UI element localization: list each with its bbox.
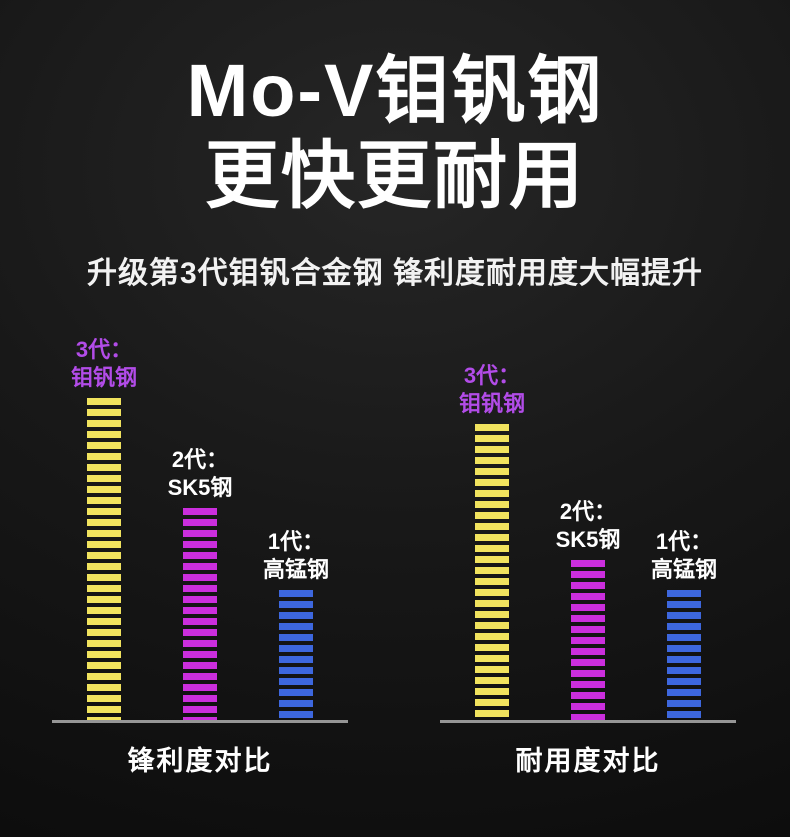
bar-label-line1: 1代：	[267, 529, 325, 554]
bar-label-gen2: 2代： SK5钢	[556, 498, 621, 553]
chart-caption-durability: 耐用度对比	[515, 746, 661, 776]
bar-gen3	[475, 424, 509, 723]
title-line-1: Mo-V钼钒钢	[186, 49, 604, 132]
bar-label-gen3: 3代： 钼钒钢	[71, 336, 137, 391]
bar-group-gen3: 3代： 钼钒钢	[58, 336, 150, 723]
header: Mo-V钼钒钢 更快更耐用 升级第3代钼钒合金钢 锋利度耐用度大幅提升	[0, 48, 790, 292]
bar-gen1	[279, 590, 313, 723]
sharpness-chart: 3代： 钼钒钢 2代： SK5钢 1代： 高锰钢 锋	[52, 337, 348, 776]
chart-baseline	[52, 720, 348, 723]
chart-baseline	[440, 720, 736, 723]
bar-label-line2: 高锰钢	[650, 556, 717, 582]
bar-gen2	[183, 508, 217, 723]
sharpness-plot: 3代： 钼钒钢 2代： SK5钢 1代： 高锰钢	[52, 337, 348, 723]
subtitle: 升级第3代钼钒合金钢 锋利度耐用度大幅提升	[86, 257, 704, 291]
title-line-2: 更快更耐用	[205, 134, 585, 218]
chart-caption-sharpness: 锋利度对比	[127, 746, 273, 776]
bar-label-line1: 1代：	[655, 529, 713, 554]
bar-label-line2: 钼钒钢	[70, 364, 137, 390]
bar-label-line1: 2代：	[171, 447, 229, 472]
bar-group-gen1: 1代： 高锰钢	[638, 528, 730, 723]
bar-label-line2: 高锰钢	[262, 556, 329, 582]
bar-label-gen1: 1代： 高锰钢	[651, 528, 717, 583]
bar-group-gen2: 2代： SK5钢	[542, 498, 634, 723]
bar-group-gen2: 2代： SK5钢	[154, 446, 246, 723]
bar-group-gen1: 1代： 高锰钢	[250, 528, 342, 723]
bar-gen1	[667, 590, 701, 723]
bar-label-gen3: 3代： 钼钒钢	[459, 362, 525, 417]
bar-label-line2: SK5钢	[167, 474, 233, 500]
durability-chart: 3代： 钼钒钢 2代： SK5钢 1代： 高锰钢 耐	[440, 340, 736, 776]
bar-label-gen2: 2代： SK5钢	[168, 446, 233, 501]
durability-plot: 3代： 钼钒钢 2代： SK5钢 1代： 高锰钢	[440, 340, 736, 723]
bar-label-line1: 3代：	[75, 337, 133, 362]
bar-label-line2: 钼钒钢	[458, 390, 525, 416]
bar-label-line2: SK5钢	[555, 526, 621, 552]
bar-label-gen1: 1代： 高锰钢	[263, 528, 329, 583]
bar-gen3	[87, 398, 121, 723]
bar-label-line1: 2代：	[559, 499, 617, 524]
bar-group-gen3: 3代： 钼钒钢	[446, 362, 538, 723]
bar-label-line1: 3代：	[463, 363, 521, 388]
bar-gen2	[571, 560, 605, 723]
